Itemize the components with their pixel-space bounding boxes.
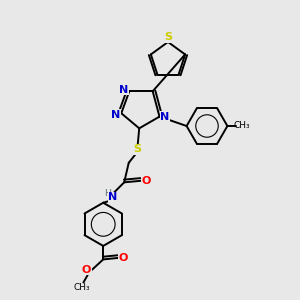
Text: N: N [119,85,128,95]
Text: N: N [108,192,117,202]
Text: H: H [104,189,111,198]
Text: O: O [141,176,151,186]
Text: N: N [160,112,170,122]
Text: S: S [134,144,142,154]
Text: O: O [119,253,128,263]
Text: S: S [164,32,172,43]
Text: CH₃: CH₃ [74,284,90,292]
Text: O: O [82,265,91,275]
Text: CH₃: CH₃ [233,122,250,130]
Text: N: N [111,110,121,120]
